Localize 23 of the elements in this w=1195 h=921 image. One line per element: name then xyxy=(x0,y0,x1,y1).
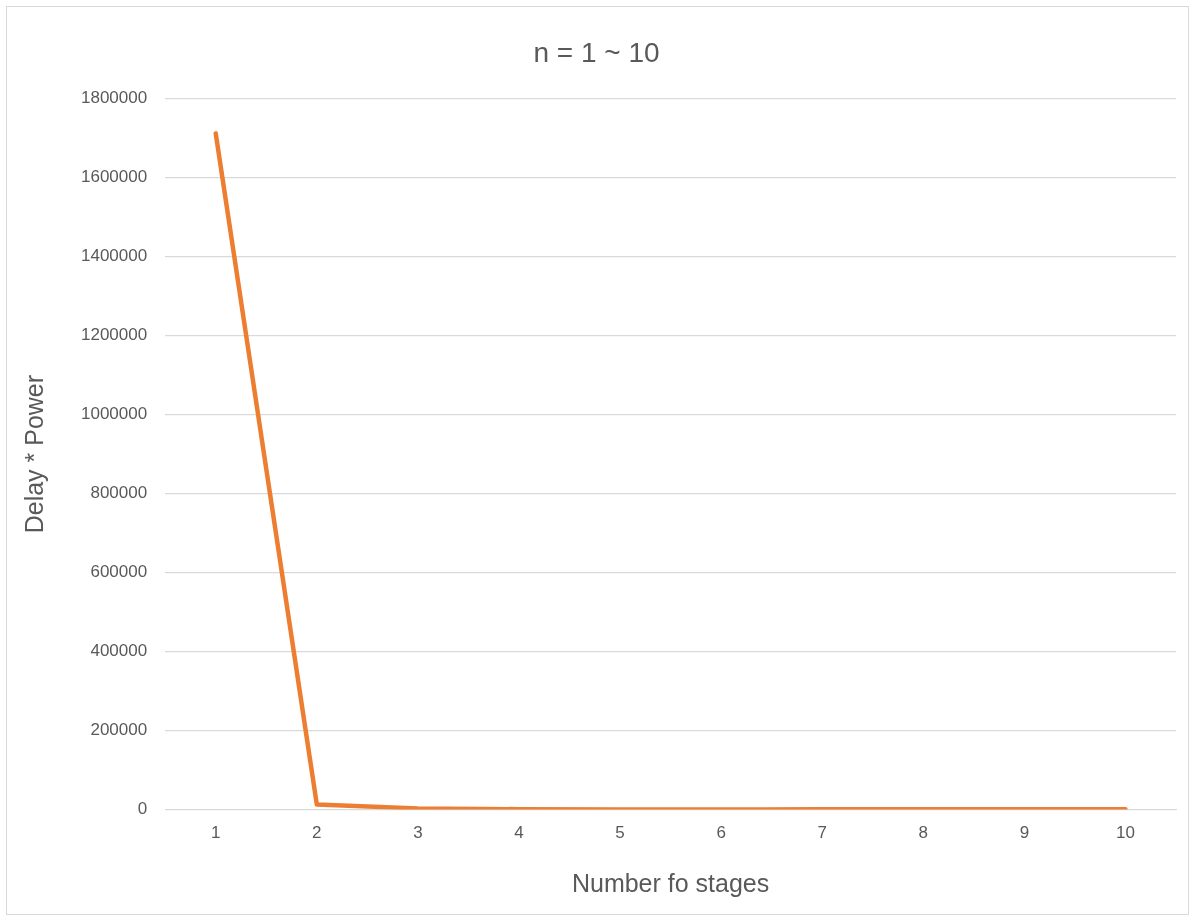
x-tick-label: 4 xyxy=(514,823,524,843)
x-tick-label: 1 xyxy=(210,823,221,843)
y-tick-label: 200000 xyxy=(90,720,148,740)
x-axis-title: Number fo stages xyxy=(571,868,770,897)
y-tick-label: 800000 xyxy=(90,483,148,503)
chart-title: n = 1 ~ 10 xyxy=(533,36,660,68)
y-tick-label: 1400000 xyxy=(80,246,148,266)
y-tick-label: 1000000 xyxy=(80,404,148,424)
x-tick-label: 2 xyxy=(312,823,322,843)
y-tick-label: 1600000 xyxy=(80,167,148,187)
x-tick-label: 3 xyxy=(413,823,423,843)
y-tick-label: 400000 xyxy=(90,641,148,661)
x-tick-label: 5 xyxy=(615,823,625,843)
x-tick-label: 6 xyxy=(716,823,726,843)
x-tick-label: 10 xyxy=(1116,823,1135,843)
y-axis-title: Delay * Power xyxy=(19,374,48,534)
y-tick-label: 0 xyxy=(137,799,148,819)
y-tick-label: 600000 xyxy=(90,562,148,582)
x-tick-label: 9 xyxy=(1019,823,1030,843)
y-tick-label: 1200000 xyxy=(80,325,148,345)
x-tick-label: 8 xyxy=(918,823,929,843)
x-tick-label: 7 xyxy=(817,823,827,843)
y-tick-label: 1800000 xyxy=(80,88,148,108)
